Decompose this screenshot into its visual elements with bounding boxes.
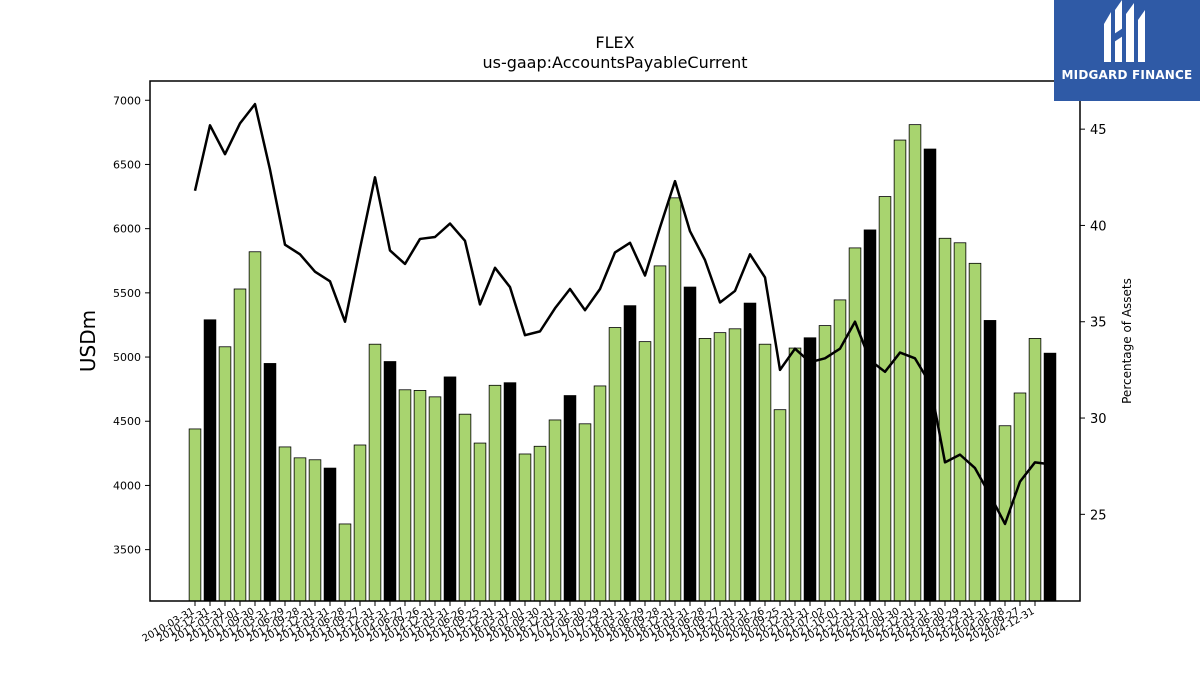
bar: [638, 341, 652, 602]
bar: [713, 332, 727, 602]
bar: [578, 423, 592, 602]
bar: [968, 262, 982, 602]
bar: [323, 467, 337, 602]
bar: [188, 428, 202, 602]
bar: [533, 445, 547, 602]
x-axis-ticks: 2010-03-312010-12-312011-03-312011-07-01…: [141, 601, 1037, 645]
bar: [608, 327, 622, 602]
midgard-m-logo-icon: [1104, 0, 1145, 62]
bar: [383, 361, 397, 602]
bar: [668, 197, 682, 602]
y-tick-label: 6500: [113, 158, 141, 171]
y-tick-label: 3500: [113, 544, 141, 557]
bar: [893, 139, 907, 602]
bar: [368, 343, 382, 602]
bar: [758, 343, 772, 602]
brand-name: MIDGARD FINANCE: [1061, 68, 1193, 82]
bar: [233, 288, 247, 602]
bar: [563, 395, 577, 602]
chart-title: FLEX: [595, 33, 634, 52]
bar: [653, 265, 667, 602]
y-tick-label: 7000: [113, 94, 141, 107]
y2-axis-ticks: 25 30 35 40 45: [1080, 123, 1107, 523]
y2-tick-label: 40: [1090, 219, 1107, 234]
bar: [623, 305, 637, 602]
bar: [218, 346, 232, 602]
bar: [518, 453, 532, 602]
bar: [548, 419, 562, 602]
y-axis-ticks: 3500 4000 4500 5000 5500 6000 6500 7000: [113, 94, 150, 557]
bar: [878, 196, 892, 602]
bar: [413, 390, 427, 602]
bar: [833, 299, 847, 602]
y-tick-label: 5500: [113, 287, 141, 300]
y2-tick-label: 30: [1090, 412, 1107, 427]
percentage-line: [193, 102, 1051, 526]
bar: [863, 229, 877, 602]
bar: [848, 247, 862, 602]
bar: [338, 523, 352, 602]
bar: [1028, 338, 1042, 602]
y2-tick-label: 25: [1090, 508, 1107, 523]
y-tick-label: 5000: [113, 351, 141, 364]
y2-tick-label: 45: [1090, 123, 1107, 138]
y2-tick-label: 35: [1090, 316, 1107, 331]
bar: [788, 347, 802, 602]
bar: [263, 363, 277, 602]
bar: [743, 302, 757, 602]
bar: [248, 251, 262, 602]
bar: [443, 376, 457, 602]
bar: [773, 409, 787, 602]
y-tick-label: 4000: [113, 479, 141, 492]
brand-logo: MIDGARD FINANCE: [1054, 0, 1200, 101]
bar: [1013, 392, 1027, 602]
bar: [293, 457, 307, 602]
bar: [488, 384, 502, 602]
bar: [308, 459, 322, 602]
bar: [803, 337, 817, 602]
chart-subtitle: us-gaap:AccountsPayableCurrent: [482, 53, 747, 72]
bar: [593, 385, 607, 602]
bar: [503, 382, 517, 602]
y-axis-label: USDm: [76, 310, 100, 372]
bar: [473, 442, 487, 602]
y2-axis-label: Percentage of Assets: [1120, 278, 1134, 404]
bar: [458, 413, 472, 602]
bar: [683, 286, 697, 602]
bar: [953, 242, 967, 602]
bar: [818, 325, 832, 602]
bar: [278, 446, 292, 602]
bar: [203, 319, 217, 602]
bar: [698, 338, 712, 602]
y-tick-label: 6000: [113, 223, 141, 236]
bar: [353, 444, 367, 602]
bar-group: [188, 124, 1057, 602]
bar: [1043, 352, 1057, 602]
bar: [428, 396, 442, 602]
plot-frame: [149, 80, 1081, 602]
y-tick-label: 4500: [113, 415, 141, 428]
bar: [398, 389, 412, 602]
bar: [938, 237, 952, 602]
bar: [983, 320, 997, 602]
bar: [728, 328, 742, 602]
